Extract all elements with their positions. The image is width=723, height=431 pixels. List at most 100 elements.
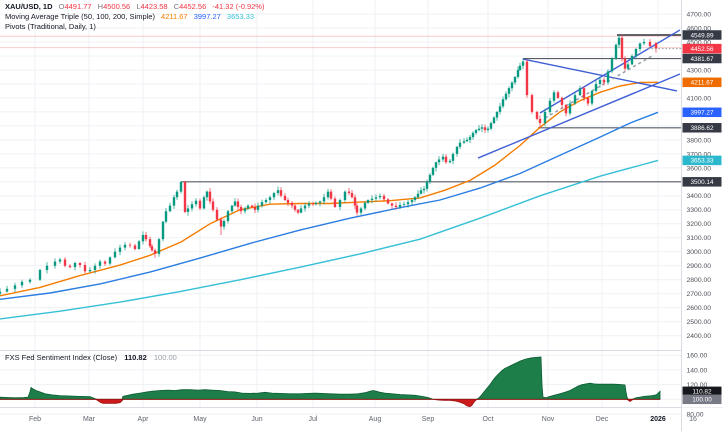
- time-axis-label: Dec: [596, 416, 609, 423]
- candle-up: [437, 159, 441, 163]
- close-key: C: [173, 2, 180, 11]
- candle-down: [350, 193, 354, 198]
- price-pivot-label-chip-text: 3886.62: [690, 125, 714, 132]
- candle-down: [283, 195, 287, 201]
- price-axis-background[interactable]: [681, 0, 723, 408]
- candle-down: [144, 234, 148, 240]
- candle-up: [58, 259, 62, 262]
- candle-down: [386, 199, 390, 204]
- symbol-legend-row[interactable]: XAU/USD, 1D O4491.77 H4500.56 L4423.58 C…: [5, 2, 264, 12]
- candle-down: [253, 207, 257, 210]
- candle-up: [88, 269, 92, 272]
- ma200-line[interactable]: [0, 159, 659, 320]
- time-axis-label: Jun: [251, 416, 262, 423]
- candle-down: [83, 265, 87, 272]
- candle-down: [382, 195, 386, 200]
- pivots-indicator-title: Pivots (Traditional, Daily, 1): [5, 22, 96, 31]
- candle-down: [239, 207, 243, 212]
- price-axis-label: 3800.00: [687, 137, 712, 144]
- time-axis-label: Aug: [369, 416, 382, 423]
- close-value: 4452.56: [179, 2, 207, 11]
- time-axis-label: 16: [689, 416, 697, 423]
- sentiment-value: 110.82: [124, 353, 147, 362]
- price-axis-label: 3300.00: [687, 207, 712, 214]
- candle-up: [28, 279, 32, 282]
- candle-down: [586, 97, 590, 104]
- candle-up: [548, 100, 552, 112]
- candle-up: [638, 43, 642, 49]
- candle-up: [419, 190, 423, 194]
- candle-up: [303, 205, 307, 209]
- candle-up: [458, 142, 462, 147]
- candle-up: [93, 265, 97, 270]
- candle-down: [211, 201, 215, 210]
- candle-down: [654, 43, 658, 49]
- candle-up: [598, 79, 602, 84]
- candle-down: [133, 245, 137, 249]
- candle-down: [564, 104, 568, 114]
- indicator-axis-label: 80.00: [687, 411, 704, 418]
- candle-up: [510, 82, 514, 89]
- candle-down: [560, 97, 564, 105]
- candle-down: [556, 92, 560, 98]
- open-value: 4491.77: [64, 2, 92, 11]
- candle-up: [137, 241, 141, 249]
- price-ma100-label-chip-text: 3997.27: [690, 110, 714, 117]
- candle-down: [68, 265, 72, 268]
- candle-down: [353, 197, 357, 206]
- price-axis-label: 4100.00: [687, 95, 712, 102]
- candle-up: [73, 262, 77, 268]
- time-axis-label: May: [193, 416, 207, 423]
- ma-legend-row[interactable]: Moving Average Triple (50, 100, 200, Sim…: [5, 12, 264, 22]
- candle-down: [355, 205, 359, 213]
- dashed-trendline[interactable]: [544, 55, 653, 119]
- candle-up: [268, 197, 272, 201]
- candle-up: [465, 139, 469, 142]
- candle-up: [179, 181, 183, 192]
- price-axis-label: 3200.00: [687, 221, 712, 228]
- candle-up: [164, 211, 168, 222]
- sentiment-baseline-value: 100.00: [153, 353, 177, 362]
- candle-up: [264, 200, 268, 203]
- candle-down: [296, 209, 300, 213]
- price-axis-label: 2500.00: [687, 319, 712, 326]
- candle-up: [468, 137, 472, 140]
- candle-down: [582, 88, 586, 98]
- candle-up: [614, 44, 618, 59]
- candle-down: [78, 262, 82, 266]
- candle-up: [157, 239, 161, 254]
- candle-up: [398, 204, 402, 208]
- candle-down: [286, 200, 290, 203]
- candle-down: [128, 244, 132, 246]
- low-value: 4423.58: [140, 2, 168, 11]
- change-value: -41.32 (-0.92%): [212, 2, 265, 11]
- candle-up: [118, 247, 122, 252]
- sentiment-legend-row[interactable]: FXS Fed Sentiment Index (Close) 110.82 1…: [5, 353, 177, 363]
- ma50-line[interactable]: [0, 81, 659, 297]
- price-last-label-chip: [682, 43, 722, 54]
- pivots-legend-row[interactable]: Pivots (Traditional, Daily, 1): [5, 22, 264, 32]
- time-axis-label: Sep: [422, 416, 435, 423]
- candle-up: [123, 244, 127, 248]
- candle-up: [370, 198, 374, 201]
- trendline[interactable]: [477, 73, 681, 159]
- candle-up: [161, 221, 165, 240]
- sentiment-area-positive: [0, 356, 661, 400]
- candle-down: [293, 205, 297, 210]
- candle-up: [617, 37, 621, 45]
- candle-up: [516, 69, 520, 77]
- candle-up: [630, 55, 634, 65]
- candle-up: [186, 208, 190, 212]
- ma100-line[interactable]: [0, 111, 659, 300]
- candle-up: [573, 95, 577, 104]
- time-axis-label: Apr: [138, 416, 150, 423]
- candle-up: [425, 181, 429, 189]
- candle-down: [648, 41, 652, 47]
- open-key: O: [58, 2, 65, 11]
- candle-down: [208, 191, 212, 202]
- candle-up: [428, 174, 432, 182]
- candle-down: [311, 203, 315, 205]
- candle-up: [634, 48, 638, 56]
- time-axis-label: Jul: [309, 416, 318, 423]
